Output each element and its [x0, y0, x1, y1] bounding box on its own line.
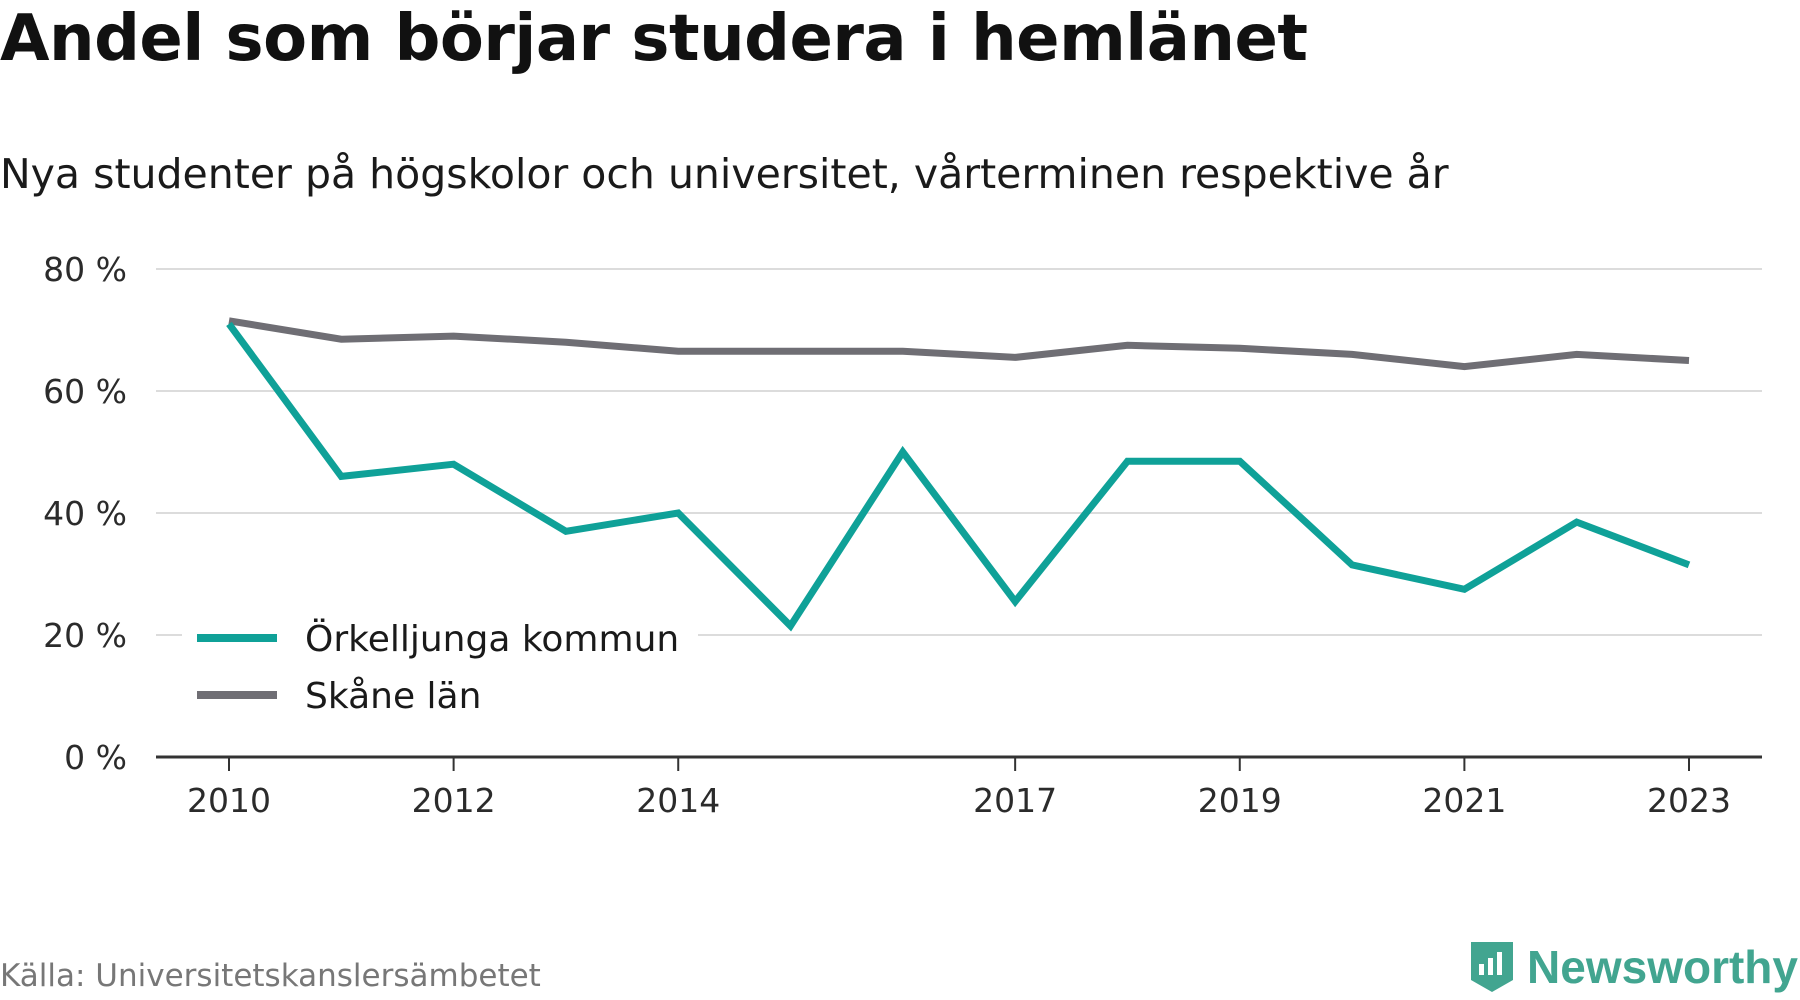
chart-subtitle: Nya studenter på högskolor och universit… [0, 150, 1449, 198]
gridlines [156, 268, 1762, 636]
x-tick-label: 2010 [187, 781, 271, 820]
series-line-1 [228, 317, 1690, 371]
brand-logo: Newsworthy [1467, 938, 1798, 996]
legend-label: Örkelljunga kommun [305, 618, 679, 660]
newsworthy-logo-icon [1471, 942, 1514, 992]
source-note: Källa: Universitetskanslersämbetet [0, 958, 541, 994]
y-tick-label: 40 % [43, 494, 127, 533]
chart-title: Andel som börjar studera i hemlänet [0, 2, 1308, 76]
y-tick-label: 20 % [43, 616, 127, 655]
legend-label: Skåne län [305, 676, 481, 717]
x-axis [156, 755, 1762, 771]
x-tick-label: 2019 [1198, 781, 1282, 820]
y-axis-tick-labels: 0 % 20 % 40 % 60 % 80 % [43, 250, 127, 777]
legend: Örkelljunga kommun Skåne län [182, 608, 698, 717]
x-tick-label: 2012 [412, 781, 496, 820]
x-tick-label: 2014 [636, 781, 720, 820]
x-axis-tick-labels: 2010 2012 2014 2017 2019 2021 2023 [187, 781, 1731, 820]
y-tick-label: 0 % [64, 738, 127, 777]
y-tick-label: 60 % [43, 372, 127, 411]
x-tick-label: 2017 [973, 781, 1057, 820]
x-tick-label: 2021 [1422, 781, 1506, 820]
series-lines [226, 317, 1691, 632]
series-line-0 [226, 321, 1691, 632]
y-tick-label: 80 % [43, 250, 127, 289]
brand-name: Newsworthy [1527, 941, 1798, 993]
x-tick-label: 2023 [1647, 781, 1731, 820]
